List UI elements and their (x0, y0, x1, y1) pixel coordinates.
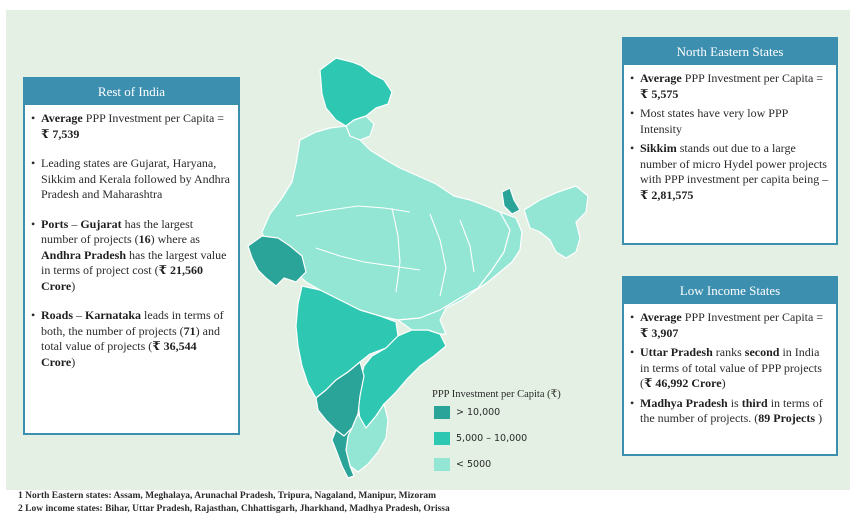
region-gujarat (247, 235, 307, 287)
low-income-title: Low Income States (624, 278, 836, 304)
lis-bullet-madhya-pradesh: Madhya Pradesh is third in terms of the … (630, 396, 830, 427)
map-legend: PPP Investment per Capita (₹) > 10,000 5… (432, 388, 582, 484)
region-east (397, 211, 523, 335)
region-karnataka (315, 361, 365, 437)
legend-item-mid: 5,000 – 10,000 (432, 432, 582, 458)
legend-label-low: < 5000 (456, 459, 492, 470)
roi-bullet-roads: Roads – Karnataka leads in terms of both… (31, 308, 232, 370)
rest-of-india-title: Rest of India (25, 79, 238, 105)
lis-bullet-average: Average PPP Investment per Capita = ₹ 3,… (630, 310, 830, 341)
north-eastern-title: North Eastern States (624, 39, 836, 65)
roi-bullet-average: Average PPP Investment per Capita = ₹ 7,… (31, 111, 232, 142)
legend-swatch-mid (434, 432, 450, 445)
legend-title: PPP Investment per Capita (₹) (432, 389, 561, 400)
ne-bullet-average: Average PPP Investment per Capita = ₹ 5,… (630, 71, 830, 102)
legend-label-mid: 5,000 – 10,000 (456, 433, 528, 444)
rest-of-india-panel: Rest of India Average PPP Investment per… (23, 77, 240, 435)
legend-swatch-high (434, 406, 450, 419)
ne-bullet-sikkim: Sikkim stands out due to a large number … (630, 141, 830, 203)
footnote-north-eastern: 1 North Eastern states: Assam, Meghalaya… (18, 491, 437, 501)
roi-bullet-leading-states: Leading states are Gujarat, Haryana, Sik… (31, 156, 232, 203)
region-jammu-kashmir (319, 57, 393, 127)
lis-bullet-uttar-pradesh: Uttar Pradesh ranks second in India in t… (630, 345, 830, 392)
region-northeast (523, 185, 589, 259)
footnote-low-income: 2 Low income states: Bihar, Uttar Prades… (18, 504, 450, 514)
ne-bullet-intensity: Most states have very low PPP Intensity (630, 106, 830, 137)
legend-label-high: > 10,000 (456, 407, 501, 418)
legend-item-low: < 5000 (432, 458, 582, 484)
roi-bullet-ports: Ports – Gujarat has the largest number o… (31, 217, 232, 295)
low-income-states-panel: Low Income States Average PPP Investment… (622, 276, 838, 456)
north-eastern-states-panel: North Eastern States Average PPP Investm… (622, 37, 838, 245)
region-sikkim (501, 187, 521, 215)
region-kerala (331, 427, 355, 479)
legend-swatch-low (434, 458, 450, 471)
legend-item-high: > 10,000 (432, 406, 582, 432)
